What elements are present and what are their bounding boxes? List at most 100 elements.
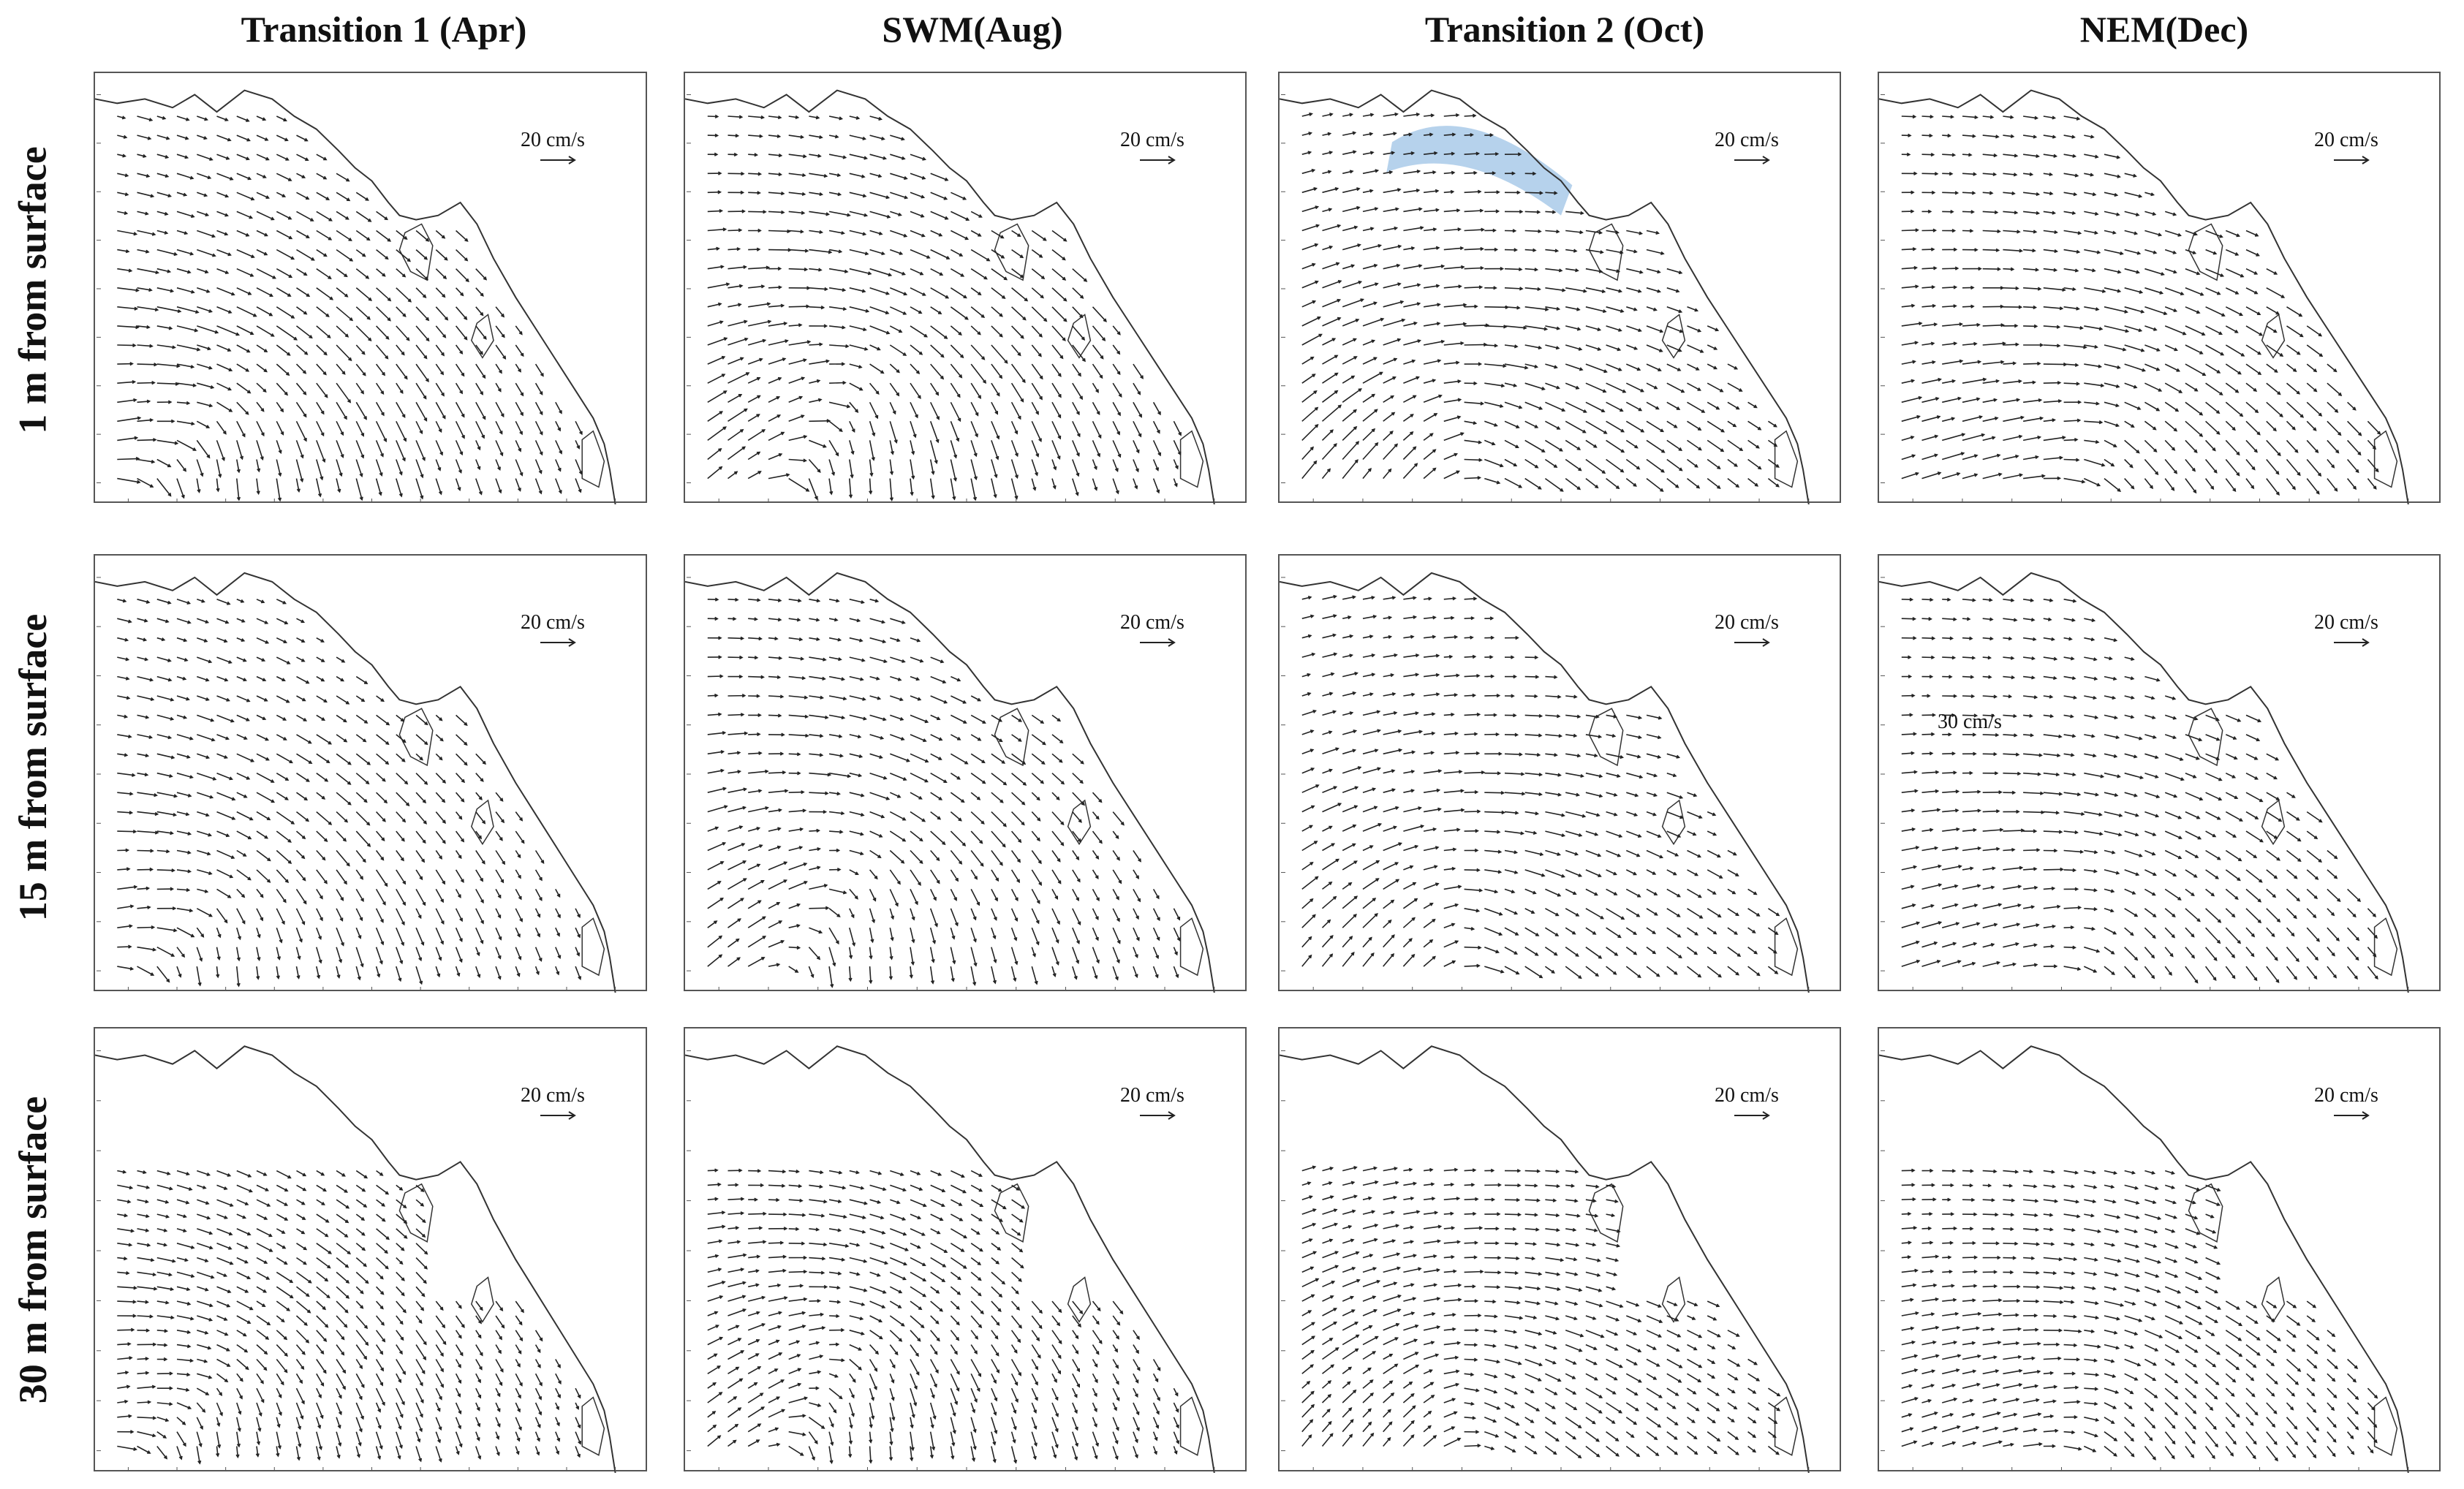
current-arrow — [970, 268, 987, 280]
current-arrow — [1072, 344, 1086, 362]
current-arrow — [1565, 458, 1581, 471]
arrow-head — [877, 696, 882, 700]
current-arrow — [768, 340, 788, 346]
current-arrow — [137, 695, 154, 700]
arrow-head — [423, 355, 428, 360]
current-arrow — [890, 734, 904, 740]
current-arrow — [2003, 134, 2014, 137]
arrow-head — [349, 317, 354, 322]
arrow-head — [1040, 720, 1045, 724]
arrow-head — [803, 358, 807, 363]
arrow-head — [1350, 375, 1356, 379]
current-arrow — [316, 637, 324, 643]
current-arrow — [117, 966, 133, 970]
arrow-head — [976, 901, 980, 906]
arrow-head — [877, 346, 881, 351]
arrow-head — [2220, 273, 2225, 277]
arrow-head — [858, 773, 863, 778]
current-arrow — [455, 325, 468, 340]
arrow-head — [401, 352, 405, 356]
current-arrow — [534, 966, 540, 974]
current-arrow — [495, 927, 502, 940]
arrow-head — [980, 314, 986, 319]
arrow-head — [240, 455, 243, 461]
current-arrow — [1707, 325, 1718, 331]
arrow-head — [1013, 977, 1017, 982]
arrow-head — [740, 898, 744, 902]
arrow-head — [1327, 919, 1331, 923]
current-arrow — [1152, 966, 1159, 978]
current-arrow — [869, 656, 887, 663]
current-arrow — [1301, 224, 1319, 232]
current-arrow — [1921, 398, 1939, 403]
arrow-head — [146, 886, 151, 890]
arrow-head — [1661, 449, 1666, 453]
arrow-head — [1054, 895, 1059, 900]
arrow-head — [1457, 227, 1462, 232]
arrow-head — [284, 392, 289, 396]
current-arrow — [1301, 407, 1318, 422]
arrow-head — [2273, 271, 2278, 275]
current-arrow — [2225, 344, 2245, 357]
current-arrow — [435, 947, 442, 961]
arrow-head — [1437, 303, 1441, 307]
arrow-head — [129, 792, 134, 796]
arrow-head — [1739, 388, 1743, 392]
arrow-head — [824, 287, 828, 292]
current-arrow — [2083, 477, 2100, 487]
current-arrow — [256, 420, 265, 436]
current-arrow — [1152, 440, 1161, 456]
current-arrow — [197, 363, 212, 369]
arrow-head — [205, 213, 210, 217]
current-arrow — [575, 420, 583, 435]
arrow-head — [1312, 709, 1317, 713]
arrow-head — [518, 875, 521, 879]
arrow-head — [1475, 909, 1481, 913]
arrow-head — [165, 619, 170, 624]
arrow-head — [1391, 412, 1396, 416]
current-arrow — [1545, 344, 1560, 349]
arrow-head — [223, 639, 228, 643]
arrow-head — [1428, 596, 1432, 601]
arrow-head — [424, 781, 428, 785]
arrow-head — [227, 252, 232, 257]
arrow-head — [1433, 151, 1438, 156]
arrow-head — [1913, 171, 1918, 176]
current-arrow — [296, 618, 304, 623]
arrow-head — [919, 838, 923, 842]
arrow-head — [2277, 452, 2281, 457]
arrow-head — [1553, 464, 1558, 469]
current-arrow — [216, 154, 230, 160]
current-arrow — [1484, 153, 1498, 155]
current-arrow — [747, 957, 765, 967]
current-arrow — [2084, 287, 2106, 292]
current-arrow — [1092, 889, 1100, 901]
current-arrow — [236, 249, 254, 258]
arrow-head — [994, 411, 999, 415]
current-arrow — [991, 734, 1002, 742]
current-arrow — [1051, 420, 1061, 439]
current-arrow — [2043, 134, 2056, 138]
current-arrow — [1666, 458, 1682, 471]
island-outline — [1179, 430, 1204, 488]
current-arrow — [2104, 268, 2121, 273]
arrow-head — [861, 289, 866, 293]
arrow-head — [345, 216, 349, 220]
arrow-head — [260, 917, 264, 922]
arrow-head — [1375, 860, 1380, 864]
arrow-head — [722, 842, 727, 846]
current-arrow — [2084, 363, 2101, 368]
current-arrow — [2164, 268, 2177, 273]
arrow-head — [1394, 112, 1399, 117]
arrow-head — [424, 276, 429, 281]
current-arrow — [1092, 325, 1106, 341]
arrow-head — [1636, 466, 1641, 470]
arrow-head — [464, 336, 468, 341]
current-arrow — [951, 695, 966, 704]
current-arrow — [2245, 420, 2261, 435]
current-arrow — [970, 869, 978, 879]
current-arrow — [788, 846, 802, 852]
arrow-head — [1076, 960, 1080, 964]
current-arrow — [828, 675, 844, 681]
current-arrow — [435, 734, 444, 741]
